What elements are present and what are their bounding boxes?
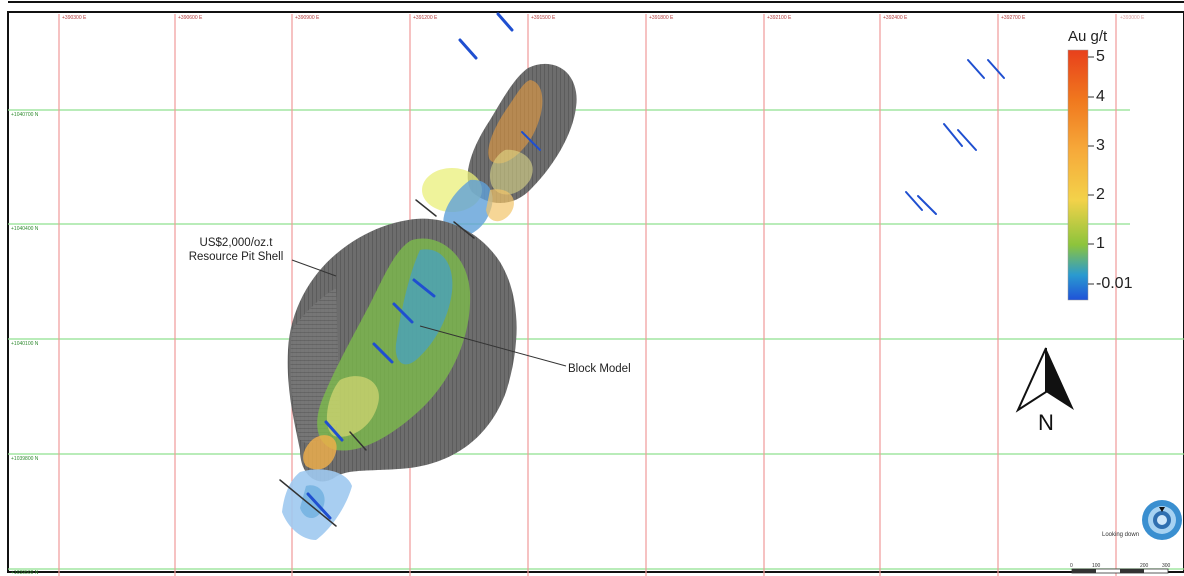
northing-label: +1039500 N (11, 570, 39, 576)
pit-shell-callout: US$2,000/oz.t Resource Pit Shell (176, 236, 296, 264)
view-label: Looking down (1102, 532, 1140, 538)
scale-label: 300 (1162, 563, 1171, 569)
pit-shell-leader (291, 259, 337, 277)
easting-label: +391200 E (413, 15, 438, 21)
scale-label: 0 (1070, 563, 1073, 569)
easting-label: +390900 E (295, 15, 320, 21)
legend-color-bar (1067, 49, 1089, 301)
northing-label: +1040400 N (11, 226, 39, 232)
corner-easting-label: +393000 E (1120, 15, 1145, 21)
legend-ticks (1088, 56, 1094, 285)
legend-label: 4 (1096, 88, 1105, 105)
scale-label: 100 (1092, 563, 1101, 569)
easting-label: +390600 E (178, 15, 203, 21)
view-cube-icon[interactable] (1142, 500, 1182, 540)
legend-label: 2 (1096, 186, 1105, 203)
easting-label: +391800 E (649, 15, 674, 21)
legend-label: -0.01 (1096, 275, 1133, 292)
map-frame (7, 11, 1184, 573)
easting-label: +391500 E (531, 15, 556, 21)
easting-label: +392400 E (883, 15, 908, 21)
legend-title: Au g/t (1068, 28, 1108, 45)
pit-shell-callout-line1: US$2,000/oz.t (199, 237, 273, 249)
easting-label: +392100 E (767, 15, 792, 21)
block-model-leader (419, 325, 567, 367)
block-model-callout: Block Model (568, 363, 631, 375)
pit-shell-callout-line2: Resource Pit Shell (188, 251, 284, 263)
easting-label: +392700 E (1001, 15, 1026, 21)
northing-label: +1040100 N (11, 341, 39, 347)
legend-label: 5 (1096, 48, 1105, 65)
legend-label: 3 (1096, 137, 1105, 154)
connector-zone (422, 168, 514, 237)
drill-holes (279, 12, 1005, 527)
north-arrow-icon (1015, 347, 1074, 413)
scale-bar (1071, 568, 1169, 574)
north-arrow-label: N (1038, 410, 1054, 435)
legend-label: 1 (1096, 235, 1105, 252)
northing-label: +1040700 N (11, 112, 39, 118)
northing-label: +1039800 N (11, 456, 39, 462)
scale-label: 200 (1140, 563, 1149, 569)
easting-label: +390300 E (62, 15, 87, 21)
main-pit-shell (287, 218, 517, 482)
